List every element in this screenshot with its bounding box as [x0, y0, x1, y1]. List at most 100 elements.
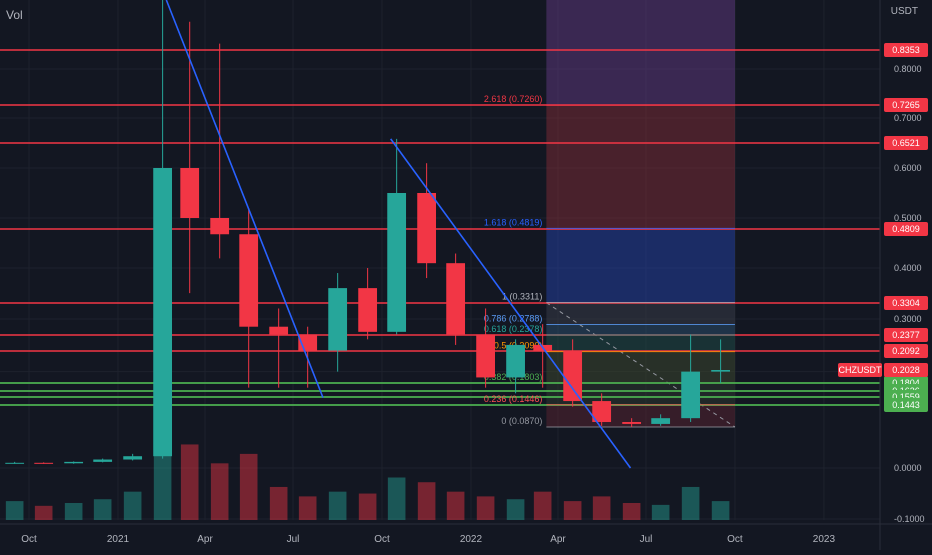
x-tick-label: Apr	[550, 534, 566, 545]
candle-body	[711, 370, 730, 372]
projection-line	[546, 302, 736, 428]
resistance-price-tag: 0.4809	[892, 224, 920, 234]
y-tick-label: 0.7000	[894, 113, 922, 123]
candle-body	[93, 459, 113, 462]
y-tick-label: 0.0000	[894, 463, 922, 473]
fib-label: 1 (0.3311)	[502, 292, 542, 302]
resistance-price-tag: 0.7265	[892, 100, 920, 110]
candle-body	[592, 401, 612, 423]
x-tick-label: Apr	[197, 534, 213, 545]
volume-bar	[476, 496, 495, 520]
candle-body	[446, 263, 466, 335]
candle-body	[622, 422, 642, 424]
volume-bar	[298, 496, 317, 520]
trendline	[390, 138, 632, 469]
candle-body	[563, 350, 583, 402]
candle-body	[651, 418, 671, 424]
symbol-tag: CHZUSDT	[839, 365, 882, 375]
fib-zone	[546, 324, 735, 335]
resistance-price-tag-bg	[884, 43, 928, 57]
x-tick-label: Oct	[727, 534, 743, 545]
fib-label: 2.618 (0.7260)	[484, 94, 543, 104]
volume-bar	[5, 501, 24, 520]
candle-body	[476, 334, 495, 378]
candle-body	[417, 193, 437, 264]
volume-bar	[446, 491, 465, 520]
fib-label: 1.618 (0.4819)	[484, 217, 543, 227]
fib-zones	[546, 0, 736, 428]
current-price-tag-bg	[884, 363, 928, 377]
x-tick-label: Oct	[21, 534, 37, 545]
candle-body	[64, 461, 84, 464]
fib-zone	[546, 302, 735, 325]
candle-body	[506, 344, 525, 378]
x-tick-label: Oct	[374, 534, 390, 545]
candle-body	[34, 462, 54, 464]
volume-bar	[210, 463, 229, 520]
fib-zone	[546, 0, 735, 106]
fib-zone	[546, 105, 735, 229]
resistance-price-tag: 0.2092	[892, 346, 920, 356]
volume-bar	[711, 501, 730, 520]
candle-body	[328, 288, 348, 351]
resistance-price-tag: 0.3304	[892, 298, 920, 308]
volume-bars	[5, 435, 730, 520]
y-tick-label: 0.5000	[894, 213, 922, 223]
volume-bar	[239, 453, 258, 520]
resistance-price-tag-bg	[884, 344, 928, 358]
resistance-price-tag: 0.2377	[892, 330, 920, 340]
volume-bar	[358, 493, 377, 520]
resistance-price-tag: 0.6521	[892, 138, 920, 148]
volume-bar	[123, 491, 142, 520]
grid-lines	[0, 0, 880, 520]
current-price-tag: 0.2028	[892, 365, 920, 375]
support-price-tag: 0.1559	[892, 392, 920, 402]
candle-body	[153, 168, 173, 457]
trendlines	[165, 0, 632, 469]
volume-bar	[563, 501, 582, 520]
x-tick-label: 2022	[460, 534, 483, 545]
volume-bar	[387, 477, 406, 520]
volume-bar	[622, 503, 641, 520]
y-tick-label: 0.6000	[894, 163, 922, 173]
resistance-price-tag-bg	[884, 296, 928, 310]
volume-bar	[269, 486, 288, 520]
currency-label: USDT	[890, 6, 918, 17]
candle-body	[123, 456, 143, 460]
candle-body	[5, 462, 25, 464]
resistance-price-tag-bg	[884, 98, 928, 112]
fib-zone	[546, 228, 735, 303]
x-tick-label: 2021	[107, 534, 130, 545]
volume-bar	[592, 496, 611, 520]
fib-label: 0.618 (0.2378)	[484, 324, 543, 334]
volume-label: Vol	[6, 8, 23, 22]
resistance-price-tag-bg	[884, 222, 928, 236]
volume-bar	[681, 486, 700, 520]
trendline	[165, 0, 324, 398]
fib-label: 0.786 (0.2788)	[484, 313, 543, 323]
fib-label: 0 (0.0870)	[501, 416, 542, 426]
y-tick-label: -0.1000	[894, 514, 925, 524]
volume-bar	[533, 491, 552, 520]
volume-bar	[417, 482, 436, 520]
support-price-tag: 0.1804	[892, 378, 920, 388]
resistance-price-tag-bg	[884, 328, 928, 342]
volume-bar	[93, 499, 112, 520]
support-price-tag: 0.1443	[892, 400, 920, 410]
volume-bar	[328, 491, 347, 520]
volume-bar	[153, 435, 172, 520]
candle-body	[180, 168, 200, 218]
support-price-tag-bg	[884, 398, 928, 412]
volume-bar	[34, 505, 53, 520]
y-tick-label: 0.8000	[894, 64, 922, 74]
symbol-tag-bg	[838, 363, 882, 377]
candle-body	[358, 288, 378, 332]
volume-bar	[651, 504, 670, 520]
fib-zone	[546, 334, 735, 352]
candles	[5, 0, 730, 464]
candle-body	[269, 326, 289, 335]
candle-body	[387, 193, 407, 332]
resistance-price-tag: 0.8353	[892, 45, 920, 55]
